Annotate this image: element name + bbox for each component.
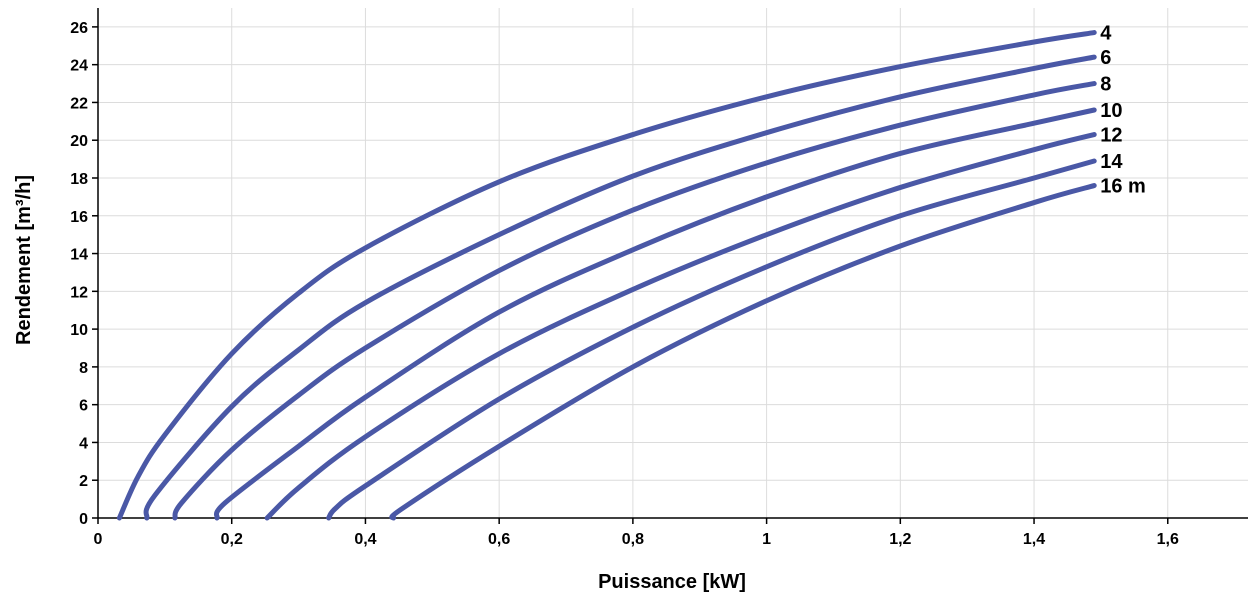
series-label-10: 10 bbox=[1100, 100, 1122, 122]
series-line-4 bbox=[116, 30, 1097, 521]
y-tick-label: 16 bbox=[70, 209, 88, 226]
x-tick-label: 1,2 bbox=[889, 531, 911, 548]
y-tick-label: 24 bbox=[70, 58, 88, 75]
series-label-8: 8 bbox=[1100, 74, 1111, 96]
x-tick-label: 0,8 bbox=[622, 531, 644, 548]
x-tick-label: 0,2 bbox=[221, 531, 243, 548]
series-label-16-m: 16 m bbox=[1100, 176, 1146, 198]
y-tick-label: 8 bbox=[79, 360, 88, 377]
x-tick-label: 1 bbox=[762, 531, 771, 548]
x-tick-label: 1,6 bbox=[1157, 531, 1179, 548]
series-label-12: 12 bbox=[1100, 125, 1122, 147]
axes bbox=[97, 8, 1248, 519]
y-tick-label: 0 bbox=[79, 511, 88, 528]
y-tick-label: 6 bbox=[79, 398, 88, 415]
x-tick-label: 0,4 bbox=[354, 531, 376, 548]
x-tick-label: 0 bbox=[94, 531, 103, 548]
x-ticks: 0 0,2 0,4 0,6 0,8 1 1,2 1,4 1,6 bbox=[94, 518, 1179, 548]
series-label-4: 4 bbox=[1100, 23, 1112, 45]
y-tick-label: 20 bbox=[70, 133, 88, 150]
y-tick-label: 14 bbox=[70, 247, 88, 264]
y-tick-label: 12 bbox=[70, 284, 88, 301]
y-tick-label: 4 bbox=[79, 435, 88, 452]
x-axis-title: Puissance [kW] bbox=[598, 571, 746, 593]
y-tick-label: 22 bbox=[70, 95, 88, 112]
y-tick-label: 10 bbox=[70, 322, 88, 339]
series-label-14: 14 bbox=[1100, 151, 1123, 173]
series-labels: 46 8 10 12 14 16 m bbox=[1100, 23, 1146, 198]
series-line-14 bbox=[326, 158, 1097, 521]
x-tick-label: 1,4 bbox=[1023, 531, 1045, 548]
y-tick-label: 2 bbox=[79, 473, 88, 490]
series-line-16-m bbox=[389, 183, 1097, 521]
series-label-6: 6 bbox=[1100, 47, 1111, 69]
y-tick-label: 26 bbox=[70, 20, 88, 37]
series-line-12 bbox=[264, 132, 1097, 521]
series-line-10 bbox=[213, 107, 1097, 521]
y-tick-label: 18 bbox=[70, 171, 88, 188]
series-group bbox=[116, 30, 1097, 521]
y-axis-title: Rendement [m³/h] bbox=[13, 175, 35, 345]
series-line-8 bbox=[172, 81, 1097, 521]
series-line-6 bbox=[143, 54, 1097, 521]
x-tick-label: 0,6 bbox=[488, 531, 510, 548]
